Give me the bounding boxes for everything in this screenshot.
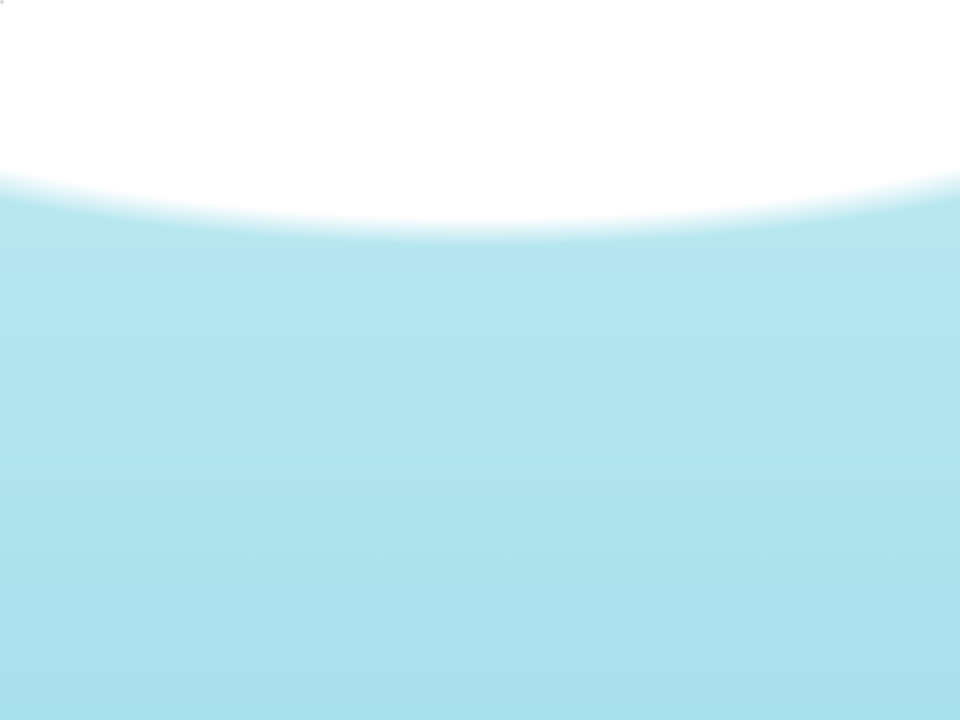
diagram-panel xyxy=(0,0,4,4)
slide xyxy=(0,0,960,720)
diagram-svg xyxy=(2,2,714,470)
